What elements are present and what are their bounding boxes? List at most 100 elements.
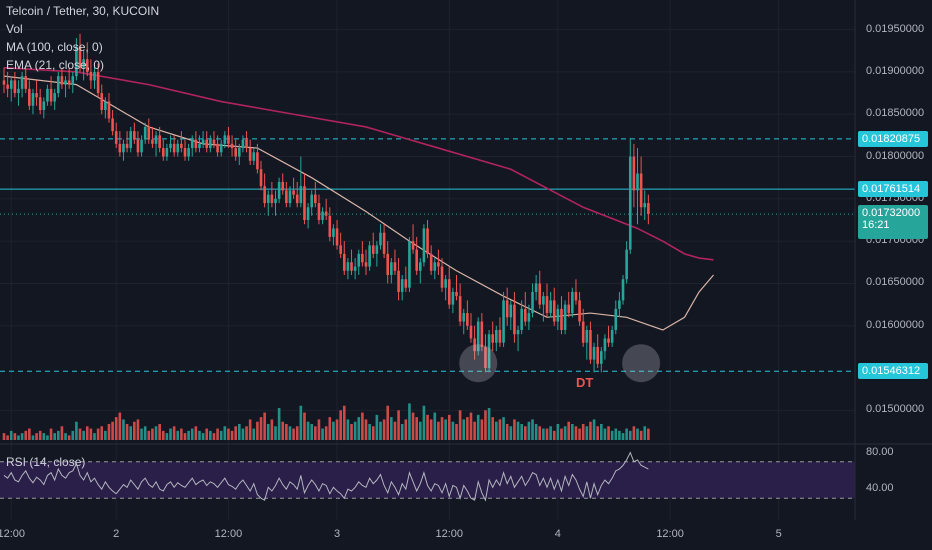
ema-legend[interactable]: EMA (21, close, 0) <box>6 58 105 72</box>
candle-body <box>346 262 350 271</box>
candle <box>433 258 437 280</box>
candle <box>332 224 335 246</box>
candle <box>639 156 643 216</box>
volume-bar <box>143 426 147 440</box>
candle-body <box>447 279 451 305</box>
volume-bar <box>17 435 20 440</box>
candle <box>643 190 647 220</box>
candle-body <box>371 245 375 254</box>
candle <box>241 135 245 153</box>
candle-body <box>317 203 321 220</box>
volume-bar <box>466 417 469 440</box>
candle-body <box>502 300 505 343</box>
candle-body <box>556 308 560 322</box>
volume-bar <box>408 403 411 440</box>
volume-bar <box>433 412 437 440</box>
candle-body <box>57 76 60 94</box>
candle <box>375 241 379 267</box>
volume-bar <box>310 424 313 440</box>
candle <box>96 63 100 98</box>
candle-body <box>516 330 520 335</box>
volume-bar <box>574 426 578 440</box>
candle-body <box>422 228 426 263</box>
candle <box>462 308 466 335</box>
volume-bar <box>53 433 56 440</box>
volume-bar <box>473 421 476 440</box>
volume-bar <box>227 428 230 440</box>
candle <box>491 321 494 352</box>
candle-body <box>429 253 433 271</box>
volume-bar <box>516 421 520 440</box>
candle-body <box>560 308 563 330</box>
volume-bar <box>212 433 216 440</box>
candle-body <box>361 253 364 263</box>
candle <box>151 126 154 149</box>
volume-bar <box>133 421 136 440</box>
candle <box>169 135 172 153</box>
candle-body <box>216 143 219 153</box>
horizontal-levels[interactable] <box>0 138 855 372</box>
price-tick-label: 0.01800000 <box>866 149 925 162</box>
candle-body <box>85 59 89 72</box>
rsi-tick-label: 80.00 <box>866 445 894 458</box>
symbol-legend[interactable]: Telcoin / Tether, 30, KUCOIN <box>6 4 160 18</box>
candle-body <box>549 300 552 314</box>
candle-body <box>531 291 534 314</box>
candle-body <box>607 338 610 343</box>
volume-bar <box>104 430 107 440</box>
candle <box>104 97 107 119</box>
candle-body <box>574 291 578 301</box>
candle <box>6 71 9 98</box>
volume-bar <box>585 426 589 440</box>
candle <box>538 270 542 309</box>
candle-body <box>107 101 111 119</box>
candle <box>46 84 49 106</box>
candle <box>592 342 596 373</box>
candle-body <box>404 279 408 288</box>
vol-legend[interactable]: Vol <box>6 22 23 36</box>
candle <box>473 325 476 360</box>
candle-body <box>571 291 574 314</box>
volume-bar <box>509 426 513 440</box>
candle-body <box>230 143 234 149</box>
rsi-legend[interactable]: RSI (14, close) <box>6 455 86 469</box>
candle <box>476 317 480 356</box>
volume-bar <box>324 426 328 440</box>
candle-body <box>567 304 571 314</box>
candle <box>487 330 491 373</box>
candle-body <box>198 143 201 149</box>
candle-body <box>183 148 187 157</box>
candle <box>422 224 426 267</box>
volume-bar <box>556 424 560 440</box>
candle-body <box>212 139 216 144</box>
volume-bar <box>136 419 140 440</box>
candle <box>158 126 161 153</box>
volume-bar <box>317 419 321 440</box>
candle-body <box>563 304 567 330</box>
candle <box>552 287 556 326</box>
candle <box>140 135 143 157</box>
volume-bar <box>107 424 111 440</box>
candle-body <box>42 101 46 110</box>
candle <box>187 143 190 161</box>
candle-body <box>321 211 324 220</box>
candle <box>234 139 237 161</box>
volume-bar <box>476 414 480 440</box>
candle <box>31 88 35 115</box>
candle-body <box>614 308 618 330</box>
candle <box>35 80 38 106</box>
volume-bar <box>270 419 274 440</box>
volume-bar <box>545 428 549 440</box>
volume-bar <box>299 405 303 440</box>
volume-bar <box>245 426 248 440</box>
candle <box>516 325 520 352</box>
candle-body <box>444 279 447 288</box>
time-tick-label: 3 <box>333 528 341 540</box>
ma-legend[interactable]: MA (100, close, 0) <box>6 40 103 54</box>
candle-body <box>393 262 397 271</box>
volume-bar <box>172 426 176 440</box>
volume-bar <box>361 412 364 440</box>
volume-bar <box>274 426 277 440</box>
volume-bar <box>277 408 281 440</box>
